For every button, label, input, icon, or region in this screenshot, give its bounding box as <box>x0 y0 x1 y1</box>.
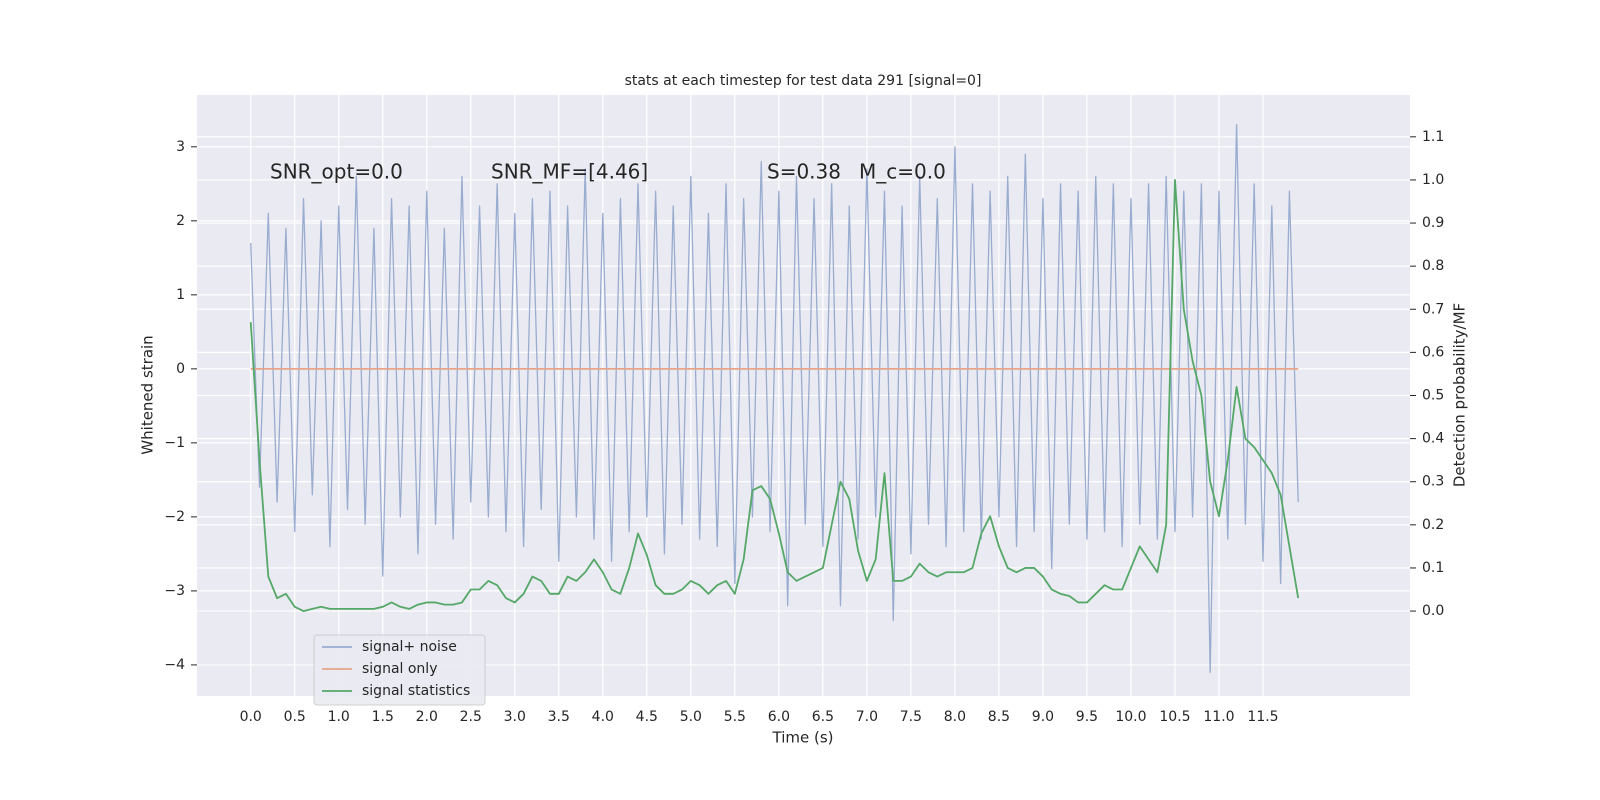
x-axis-label: Time (s) <box>772 729 834 747</box>
y2-tick-label: 0.7 <box>1422 301 1444 317</box>
y-tick-label: 3 <box>176 139 185 155</box>
x-tick-label: 10.0 <box>1115 709 1146 725</box>
y2-tick-label: 1.1 <box>1422 129 1444 145</box>
y-tick-label: −3 <box>164 583 185 599</box>
annotation: S=0.38 <box>767 160 841 184</box>
x-tick-label: 11.5 <box>1247 709 1278 725</box>
x-tick-label: 1.0 <box>328 709 350 725</box>
y2-tick-label: 0.5 <box>1422 388 1444 404</box>
annotation: M_c=0.0 <box>859 160 946 184</box>
annotation: SNR_MF=[4.46] <box>491 160 648 184</box>
legend-label: signal only <box>362 661 437 677</box>
y2-axis-label: Detection probability/MF <box>1451 303 1469 487</box>
y-tick-label: −4 <box>164 657 185 673</box>
x-tick-label: 6.0 <box>768 709 790 725</box>
x-tick-label: 0.5 <box>284 709 306 725</box>
y2-tick-label: 0.8 <box>1422 258 1444 274</box>
y-tick-label: 0 <box>176 361 185 377</box>
x-tick-label: 5.0 <box>680 709 702 725</box>
x-tick-label: 9.5 <box>1076 709 1098 725</box>
x-tick-label: 6.5 <box>812 709 834 725</box>
x-tick-label: 1.5 <box>372 709 394 725</box>
x-tick-label: 7.5 <box>900 709 922 725</box>
y2-tick-label: 0.0 <box>1422 603 1444 619</box>
legend: signal+ noise signal only signal statistic… <box>313 634 486 706</box>
y-tick-label: −1 <box>164 435 185 451</box>
x-tick-label: 5.5 <box>724 709 746 725</box>
y2-tick-label: 0.4 <box>1422 431 1444 447</box>
x-tick-label: 4.0 <box>592 709 614 725</box>
y2-tick-label: 0.6 <box>1422 344 1444 360</box>
x-tick-label: 4.5 <box>636 709 658 725</box>
series-line <box>250 123 1299 673</box>
legend-box <box>313 634 486 706</box>
x-tick-label: 2.5 <box>460 709 482 725</box>
x-tick-label: 2.0 <box>416 709 438 725</box>
x-tick-label: 10.5 <box>1159 709 1190 725</box>
chart-title: stats at each timestep for test data 291… <box>625 73 982 89</box>
y-tick-label: −2 <box>164 509 185 525</box>
y2-tick-label: 1.0 <box>1422 172 1444 188</box>
y2-tick-label: 0.9 <box>1422 215 1444 231</box>
marks <box>249 123 1300 673</box>
x-tick-label: 3.5 <box>548 709 570 725</box>
y2-tick-label: 0.1 <box>1422 560 1444 576</box>
x-tick-label: 7.0 <box>856 709 878 725</box>
y-axis-label: Whitened strain <box>139 335 157 454</box>
y2-tick-label: 0.2 <box>1422 517 1444 533</box>
x-tick-label: 11.0 <box>1203 709 1234 725</box>
y-tick-label: 2 <box>176 213 185 229</box>
annotation: SNR_opt=0.0 <box>270 160 403 184</box>
series-line <box>249 179 1300 612</box>
x-tick-label: 8.5 <box>988 709 1010 725</box>
x-tick-label: 8.0 <box>944 709 966 725</box>
x-tick-label: 3.0 <box>504 709 526 725</box>
x-tick-label: 9.0 <box>1032 709 1054 725</box>
legend-label: signal+ noise <box>362 639 457 655</box>
y-tick-label: 1 <box>176 287 185 303</box>
x-tick-label: 0.0 <box>240 709 262 725</box>
legend-label: signal statistics <box>362 683 470 699</box>
y2-tick-label: 0.3 <box>1422 474 1444 490</box>
